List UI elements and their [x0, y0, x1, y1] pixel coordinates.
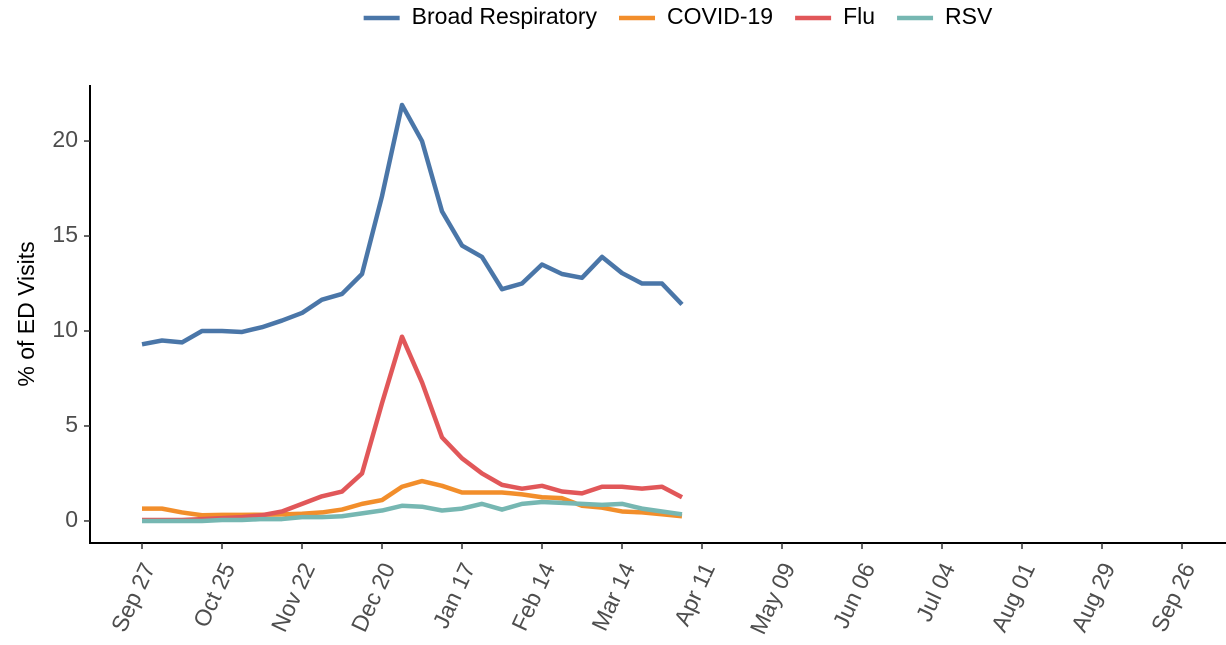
- series-line: [141, 102, 684, 347]
- y-tick-label: 10: [52, 316, 78, 342]
- legend: Broad Respiratory COVID-19 Flu RSV: [363, 3, 993, 29]
- x-tick-label: Jan 17: [427, 559, 480, 633]
- legend-label: Broad Respiratory: [412, 3, 598, 29]
- y-tick-label: 20: [52, 126, 78, 152]
- x-tick-label: Sep 27: [106, 559, 160, 636]
- y-tick-label: 0: [65, 506, 78, 532]
- x-tick-label: Jul 04: [911, 559, 961, 626]
- legend-label: Flu: [843, 3, 875, 29]
- x-tick-label: Aug 01: [986, 559, 1040, 636]
- x-tick-label: Oct 25: [188, 559, 240, 631]
- x-tick-label: Jun 06: [827, 559, 880, 633]
- series-line: [142, 499, 683, 524]
- x-tick-label: May 09: [745, 559, 800, 638]
- series-line: [142, 478, 683, 519]
- y-tick-label: 15: [52, 221, 78, 247]
- x-tick-label: Nov 22: [266, 559, 320, 636]
- series-line: [142, 334, 684, 523]
- legend-label: RSV: [945, 3, 993, 29]
- x-tick-label: Aug 29: [1066, 559, 1120, 636]
- x-tick-label: Mar 14: [586, 559, 640, 635]
- y-tick-label: 5: [65, 411, 78, 437]
- y-axis-title: % of ED Visits: [13, 241, 39, 386]
- x-tick-label: Dec 20: [346, 559, 400, 636]
- x-tick-label: Sep 26: [1146, 559, 1200, 636]
- x-tick-label: Feb 14: [506, 559, 560, 635]
- legend-label: COVID-19: [667, 3, 773, 29]
- x-tick-label: Apr 11: [669, 559, 720, 630]
